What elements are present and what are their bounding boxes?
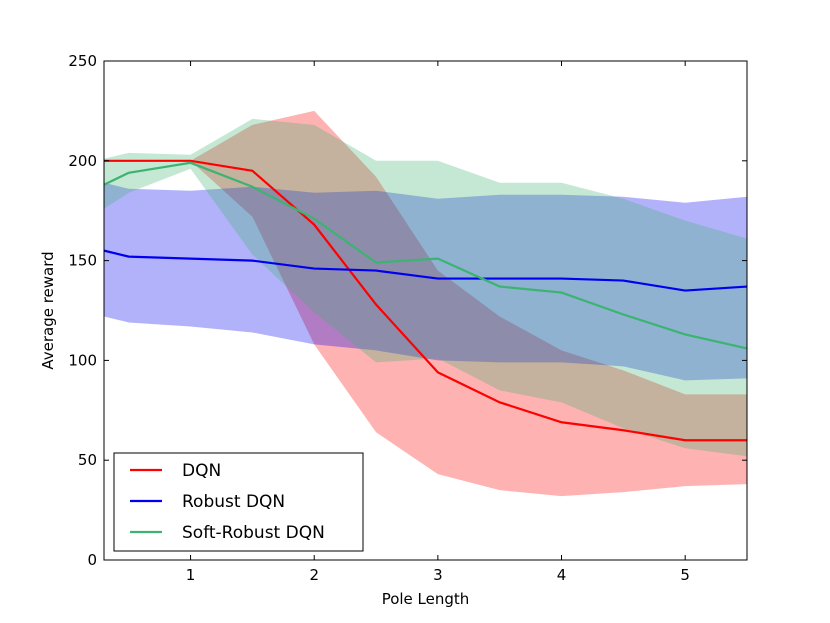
x-tick-label: 2 xyxy=(309,566,319,584)
legend: DQN Robust DQN Soft-Robust DQN xyxy=(113,452,364,552)
x-tick-label: 5 xyxy=(680,566,690,584)
y-tick-label: 150 xyxy=(68,252,97,270)
y-axis-ticks: 0 50 100 150 200 250 xyxy=(68,52,747,569)
x-tick-label: 4 xyxy=(557,566,567,584)
x-tick-label: 1 xyxy=(186,566,196,584)
line-soft-robust-dqn xyxy=(103,161,748,350)
y-tick-label: 50 xyxy=(78,451,97,469)
y-tick-label: 200 xyxy=(68,152,97,170)
y-axis-label: Average reward xyxy=(39,251,57,369)
series-lines xyxy=(103,159,748,442)
legend-label-dqn: DQN xyxy=(182,461,221,481)
x-tick-label: 3 xyxy=(433,566,443,584)
y-tick-label: 250 xyxy=(68,52,97,70)
plot-area-frame xyxy=(103,60,748,561)
y-tick-label: 100 xyxy=(68,351,97,369)
band-robust-dqn xyxy=(104,182,747,381)
y-tick-label: 0 xyxy=(87,551,97,569)
band-soft-robust-dqn xyxy=(104,118,747,457)
legend-label-soft-robust-dqn: Soft-Robust DQN xyxy=(182,523,325,543)
x-axis-ticks: 1 2 3 4 5 xyxy=(186,61,690,584)
legend-label-robust-dqn: Robust DQN xyxy=(182,492,285,512)
confidence-bands xyxy=(104,110,747,497)
x-axis-label: Pole Length xyxy=(382,590,470,608)
line-dqn xyxy=(104,159,747,442)
band-dqn xyxy=(104,110,747,497)
line-robust-dqn xyxy=(103,249,748,292)
